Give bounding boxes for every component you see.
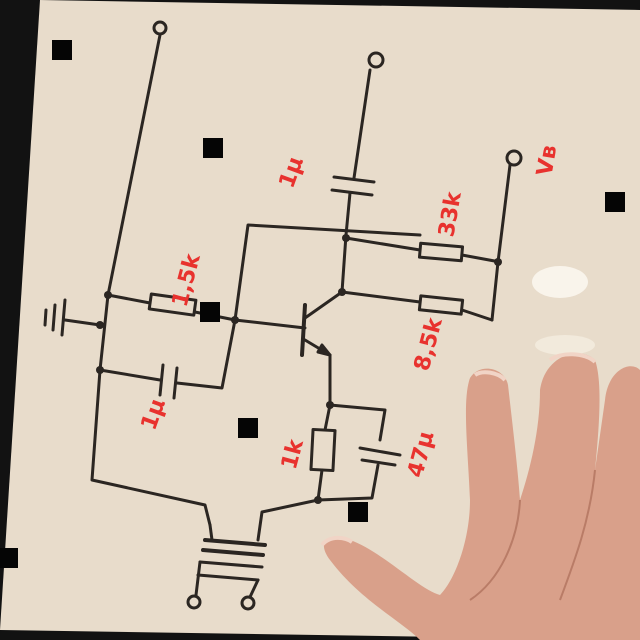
black-square <box>200 302 220 322</box>
glare <box>532 266 588 298</box>
terminal-top-left <box>152 20 168 36</box>
r3-lead-left <box>340 290 422 304</box>
base-top-wire <box>233 223 422 322</box>
c1-lead-left <box>98 368 162 382</box>
glare-2 <box>535 335 595 355</box>
r4-lead-bottom <box>316 468 324 502</box>
r1-lead-left <box>106 293 152 305</box>
ground-bar-1 <box>60 298 67 337</box>
c1-plate-1 <box>158 363 165 397</box>
c3-plate-1 <box>358 446 402 457</box>
r3-lead-right <box>460 308 494 322</box>
fingernail <box>548 352 597 364</box>
junction-dot <box>231 316 239 324</box>
core-bar-1 <box>203 538 267 547</box>
ground-bar-3 <box>43 308 48 327</box>
black-square <box>52 40 72 60</box>
ground-bar-2 <box>51 303 57 332</box>
coil-bar-2 <box>196 573 260 582</box>
r4-lead-top <box>323 403 332 432</box>
junction-dot <box>104 291 112 299</box>
terminal-output <box>505 149 523 167</box>
junction-dot <box>494 258 502 266</box>
junction-dot <box>96 321 104 329</box>
black-square <box>203 138 223 158</box>
black-square <box>605 192 625 212</box>
c3-plate-2 <box>360 458 397 467</box>
bottom-left-wire <box>208 523 214 542</box>
black-square <box>0 548 18 568</box>
bottom-right-wire <box>256 498 320 542</box>
hand <box>320 352 640 640</box>
fingernail <box>473 370 507 382</box>
r3-body <box>417 294 465 316</box>
terminal-bottom-right <box>240 595 256 611</box>
junction-dot <box>314 496 322 504</box>
ground-lead <box>63 318 102 327</box>
black-squares <box>0 40 625 568</box>
hand-shape <box>323 353 640 640</box>
fingernail <box>320 535 354 547</box>
label-vcc: Vв <box>532 143 563 178</box>
finger-crease <box>469 499 521 601</box>
r2-lead-right <box>460 253 502 264</box>
black-square <box>348 502 368 522</box>
junction-dot <box>326 401 334 409</box>
junction-dot <box>342 234 350 242</box>
c2-plate-1 <box>330 188 374 197</box>
core-bar-2 <box>201 548 265 557</box>
emitter-arrow <box>316 343 332 357</box>
r2-lead-left <box>344 236 422 252</box>
c1-lead-right <box>175 318 237 390</box>
emitter-down-wire <box>328 353 387 442</box>
finger-crease <box>559 469 596 601</box>
coil-lead-left <box>194 560 202 597</box>
junctions <box>96 234 502 504</box>
junction-dot <box>338 288 346 296</box>
c2-lead-top <box>352 68 372 180</box>
black-square <box>238 418 258 438</box>
junction-dot <box>96 366 104 374</box>
c3-lead-bottom <box>316 463 380 502</box>
coil-lead-right <box>248 578 260 599</box>
r1-body <box>147 292 198 317</box>
terminal-bottom-left <box>186 594 202 610</box>
transistor-base-bar <box>300 303 307 357</box>
transistor-collector <box>303 290 344 320</box>
terminal-top-middle <box>367 51 385 69</box>
coil-bar-1 <box>198 560 264 569</box>
